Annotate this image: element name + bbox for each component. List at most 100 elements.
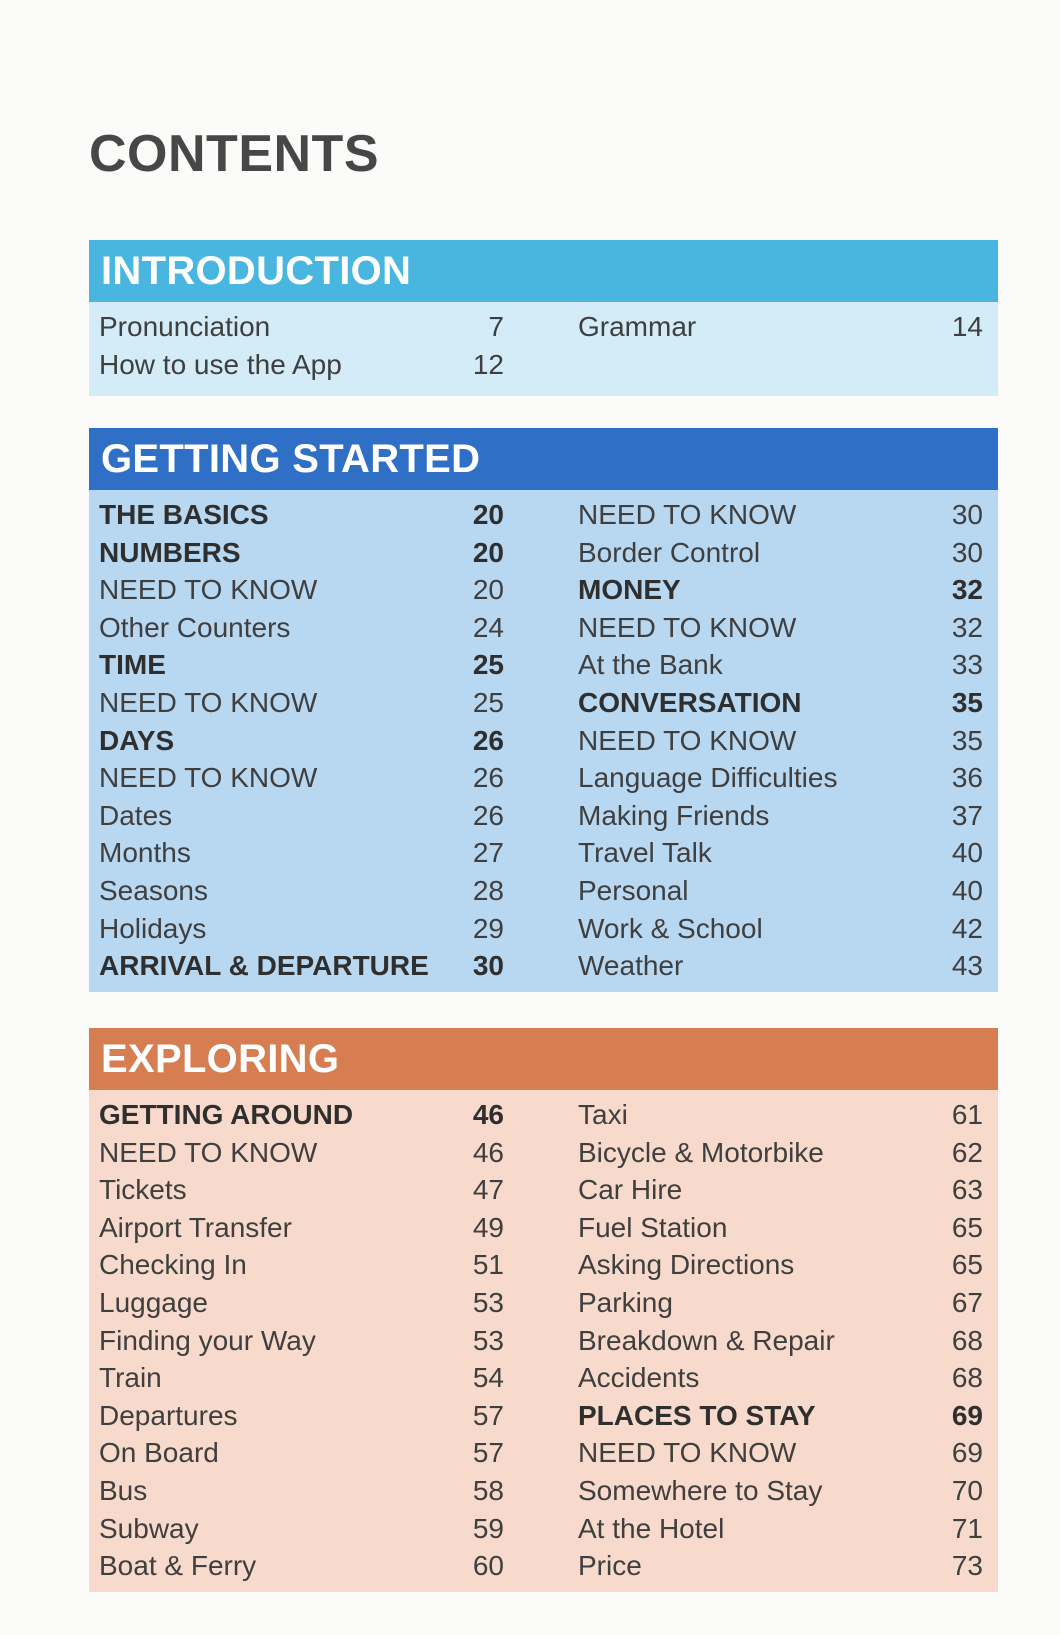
toc-entry-page: 29 xyxy=(472,912,504,944)
toc-entry: On Board 57 xyxy=(99,1434,504,1472)
toc-entry-label: CONVERSATION xyxy=(578,686,802,718)
toc-entry-page: 69 xyxy=(951,1437,983,1469)
toc-entry-page: 32 xyxy=(951,611,983,643)
toc-entry-label: THE BASICS xyxy=(99,499,269,530)
toc-entry-page: 46 xyxy=(472,1099,504,1130)
toc-entry: At the Hotel 71 xyxy=(578,1510,983,1548)
toc-entry-label: Asking Directions xyxy=(578,1249,795,1281)
toc-entry: Price 73 xyxy=(578,1547,983,1585)
toc-entry-label: NEED TO KNOW xyxy=(578,499,797,530)
toc-entry-page: 60 xyxy=(472,1550,504,1582)
toc-entry-label: Fuel Station xyxy=(578,1211,728,1243)
toc-entry: Car Hire 63 xyxy=(578,1171,983,1209)
toc-entry-label: Breakdown & Repair xyxy=(578,1324,835,1356)
toc-entry-page: 28 xyxy=(472,874,504,906)
toc-entry-label: Finding your Way xyxy=(99,1324,316,1356)
toc-entry: GETTING AROUND 46 xyxy=(99,1096,504,1134)
toc-entry: Grammar 14 xyxy=(578,308,983,346)
toc-entry: NEED TO KNOW 32 xyxy=(578,609,983,647)
toc-entry-page: 67 xyxy=(951,1286,983,1318)
toc-entry-page: 20 xyxy=(472,499,504,530)
toc-entry: Seasons 28 xyxy=(99,872,504,910)
toc-column-left: Pronunciation 7 How to use the App 12 xyxy=(99,308,504,383)
toc-entry-label: NEED TO KNOW xyxy=(99,574,318,606)
toc-entry-page: 26 xyxy=(472,762,504,794)
toc-entry-label: Checking In xyxy=(99,1249,247,1281)
toc-column-left: THE BASICS 20 NUMBERS 20 NEED TO KNOW 20 Other… xyxy=(99,496,504,985)
toc-entry: Travel Talk 40 xyxy=(578,834,983,872)
toc-entry: Somewhere to Stay 70 xyxy=(578,1472,983,1510)
toc-entry-page: 57 xyxy=(472,1399,504,1431)
toc-entry-page: 70 xyxy=(951,1474,983,1506)
toc-entry: Boat & Ferry 60 xyxy=(99,1547,504,1585)
toc-entry: NUMBERS 20 xyxy=(99,534,504,572)
toc-column-right: NEED TO KNOW 30 Border Control 30 MONEY 32 NEE… xyxy=(578,496,983,985)
toc-entry-label: Travel Talk xyxy=(578,837,712,869)
toc-entry: NEED TO KNOW 35 xyxy=(578,722,983,760)
toc-entry-page: 53 xyxy=(472,1286,504,1318)
toc-entry-page: 26 xyxy=(472,799,504,831)
toc-entry-label: Bus xyxy=(99,1474,148,1506)
toc-entry-page: 35 xyxy=(951,724,983,756)
toc-entry: Finding your Way 53 xyxy=(99,1322,504,1360)
toc-entry-label: At the Bank xyxy=(578,649,723,681)
toc-entry-page: 46 xyxy=(472,1136,504,1168)
toc-entry-page: 40 xyxy=(951,874,983,906)
toc-entry-label: NEED TO KNOW xyxy=(578,611,797,643)
toc-entry: Dates 26 xyxy=(99,797,504,835)
toc-entry-label: Subway xyxy=(99,1512,199,1544)
toc-entry-page: 42 xyxy=(951,912,983,944)
toc-entry-label: Boat & Ferry xyxy=(99,1550,257,1582)
toc-entry-label: At the Hotel xyxy=(578,1512,725,1544)
toc-entry: Checking In 51 xyxy=(99,1246,504,1284)
section-header-introduction: INTRODUCTION xyxy=(89,240,998,302)
toc-entry-page: 32 xyxy=(951,574,983,606)
toc-entry: Holidays 29 xyxy=(99,910,504,948)
toc-entry-label: How to use the App xyxy=(99,348,342,380)
toc-entry-page: 43 xyxy=(951,950,983,982)
toc-entry: MONEY 32 xyxy=(578,571,983,609)
toc-entry-label: Car Hire xyxy=(578,1174,683,1206)
toc-entry-label: ARRIVAL & DEPARTURE xyxy=(99,950,429,982)
toc-entry-page: 26 xyxy=(472,724,504,756)
toc-entry-label: Personal xyxy=(578,874,689,906)
toc-entry-page: 57 xyxy=(472,1437,504,1469)
toc-entry-page: 65 xyxy=(951,1249,983,1281)
toc-column-right: Grammar 14 xyxy=(578,308,983,346)
toc-entry-label: Language Difficulties xyxy=(578,762,838,794)
toc-entry-page: 58 xyxy=(472,1474,504,1506)
toc-entry-page: 30 xyxy=(951,536,983,568)
toc-entry-page: 51 xyxy=(472,1249,504,1281)
toc-column-left: GETTING AROUND 46 NEED TO KNOW 46 Tickets 47 A… xyxy=(99,1096,504,1585)
toc-entry: Train 54 xyxy=(99,1359,504,1397)
toc-entry: THE BASICS 20 xyxy=(99,496,504,534)
toc-entry-label: Holidays xyxy=(99,912,207,944)
toc-entry: Bicycle & Motorbike 62 xyxy=(578,1134,983,1172)
toc-entry-label: NEED TO KNOW xyxy=(578,724,797,756)
toc-entry: Accidents 68 xyxy=(578,1359,983,1397)
toc-entry: Border Control 30 xyxy=(578,534,983,572)
section-body-exploring: GETTING AROUND 46 NEED TO KNOW 46 Tickets 47 A… xyxy=(89,1090,998,1592)
toc-entry: Personal 40 xyxy=(578,872,983,910)
toc-entry-page: 73 xyxy=(951,1550,983,1582)
toc-entry-page: 69 xyxy=(951,1399,983,1431)
toc-entry-label: Seasons xyxy=(99,874,208,906)
toc-entry-page: 25 xyxy=(472,686,504,718)
toc-entry-label: Grammar xyxy=(578,311,697,342)
toc-entry: Parking 67 xyxy=(578,1284,983,1322)
toc-entry-page: 59 xyxy=(472,1512,504,1544)
toc-entry-page: 33 xyxy=(951,649,983,681)
toc-entry: Pronunciation 7 xyxy=(99,308,504,346)
toc-entry-page: 30 xyxy=(472,950,504,982)
toc-entry-page: 68 xyxy=(951,1324,983,1356)
section-header-exploring: EXPLORING xyxy=(89,1028,998,1090)
toc-entry-page: 54 xyxy=(472,1362,504,1394)
toc-entry: PLACES TO STAY 69 xyxy=(578,1397,983,1435)
toc-entry: NEED TO KNOW 46 xyxy=(99,1134,504,1172)
toc-column-right: Taxi 61 Bicycle & Motorbike 62 Car Hire 63 Fue… xyxy=(578,1096,983,1585)
toc-entry: Asking Directions 65 xyxy=(578,1246,983,1284)
section-getting-started: GETTING STARTED THE BASICS 20 NUMBERS 20 NEE… xyxy=(89,428,998,992)
toc-entry: At the Bank 33 xyxy=(578,646,983,684)
toc-entry-page: 62 xyxy=(951,1136,983,1168)
toc-entry-label: On Board xyxy=(99,1437,219,1469)
